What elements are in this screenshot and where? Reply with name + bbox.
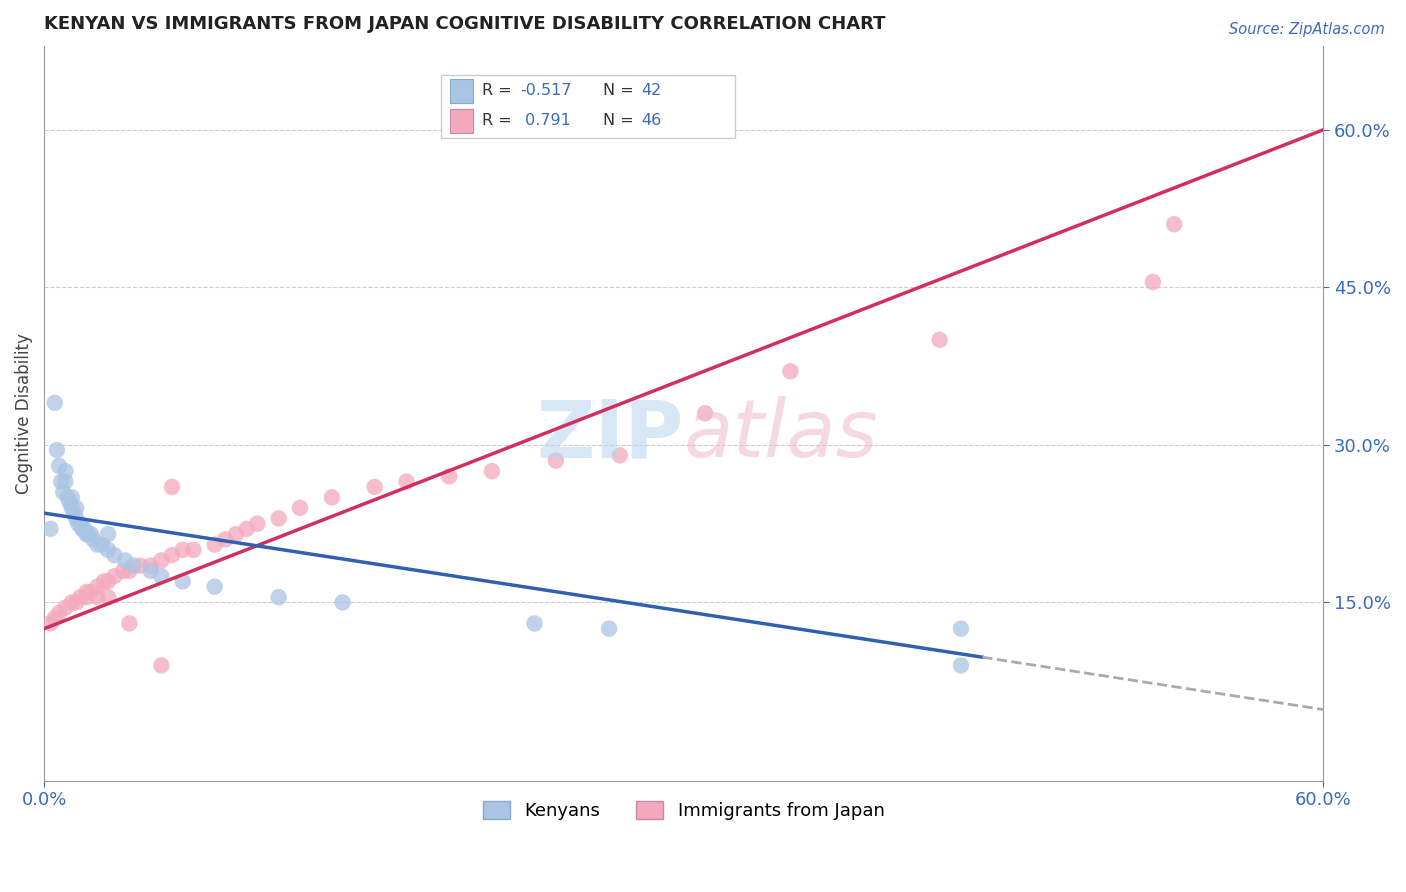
Point xyxy=(97,574,120,589)
Point xyxy=(544,453,567,467)
Point xyxy=(55,600,77,615)
Point xyxy=(44,611,66,625)
Y-axis label: Cognitive Disability: Cognitive Disability xyxy=(15,333,32,494)
Point xyxy=(65,595,87,609)
Point xyxy=(928,333,950,347)
Point xyxy=(395,475,418,489)
Point xyxy=(246,516,269,531)
Point xyxy=(598,622,620,636)
Point xyxy=(72,522,94,536)
Point xyxy=(609,448,631,462)
Point xyxy=(1163,217,1185,231)
Point xyxy=(76,585,98,599)
Point xyxy=(55,464,77,478)
Point xyxy=(267,590,290,604)
Point xyxy=(139,564,162,578)
Point xyxy=(56,491,79,505)
Point xyxy=(90,538,112,552)
Point xyxy=(204,538,226,552)
Point xyxy=(439,469,461,483)
Point xyxy=(69,516,91,531)
Point xyxy=(60,595,83,609)
Point xyxy=(44,396,66,410)
Text: atlas: atlas xyxy=(683,396,879,475)
Point xyxy=(51,475,73,489)
Point xyxy=(69,590,91,604)
Point xyxy=(97,527,120,541)
Legend: Kenyans, Immigrants from Japan: Kenyans, Immigrants from Japan xyxy=(475,793,891,827)
Point xyxy=(72,522,94,536)
Point xyxy=(332,595,354,609)
Point xyxy=(93,574,115,589)
Point xyxy=(39,616,62,631)
Point xyxy=(97,590,120,604)
Point xyxy=(160,548,183,562)
Point xyxy=(59,495,82,509)
Point xyxy=(523,616,546,631)
Point xyxy=(76,590,98,604)
Point xyxy=(150,553,173,567)
Point xyxy=(55,475,77,489)
Text: Source: ZipAtlas.com: Source: ZipAtlas.com xyxy=(1229,22,1385,37)
Point xyxy=(65,500,87,515)
Point xyxy=(52,485,75,500)
Point xyxy=(1142,275,1164,289)
Point xyxy=(60,500,83,515)
Point xyxy=(129,558,152,573)
Point xyxy=(73,522,96,536)
Point xyxy=(80,527,103,541)
Point xyxy=(267,511,290,525)
Point xyxy=(225,527,247,541)
Point xyxy=(86,590,108,604)
Point xyxy=(67,516,90,531)
Point xyxy=(45,443,67,458)
Point xyxy=(76,527,98,541)
Point xyxy=(139,558,162,573)
Point xyxy=(103,548,125,562)
Point xyxy=(65,511,87,525)
Point xyxy=(363,480,385,494)
Point xyxy=(118,616,141,631)
Point xyxy=(86,538,108,552)
Point xyxy=(48,606,70,620)
Point xyxy=(481,464,503,478)
Point xyxy=(60,491,83,505)
Point xyxy=(160,480,183,494)
Point xyxy=(97,542,120,557)
Point xyxy=(183,542,205,557)
Point xyxy=(172,542,194,557)
Point xyxy=(80,585,103,599)
Point xyxy=(150,569,173,583)
Point xyxy=(114,553,136,567)
Point xyxy=(288,500,311,515)
Point xyxy=(39,522,62,536)
Point xyxy=(48,458,70,473)
Point xyxy=(76,527,98,541)
Point xyxy=(111,564,134,578)
Point xyxy=(235,522,257,536)
Point xyxy=(77,527,100,541)
Point xyxy=(779,364,801,378)
Point xyxy=(172,574,194,589)
Point xyxy=(118,564,141,578)
Point xyxy=(693,406,716,420)
Point xyxy=(103,569,125,583)
Point xyxy=(82,533,104,547)
Point xyxy=(63,506,86,520)
Text: KENYAN VS IMMIGRANTS FROM JAPAN COGNITIVE DISABILITY CORRELATION CHART: KENYAN VS IMMIGRANTS FROM JAPAN COGNITIV… xyxy=(44,15,886,33)
Text: ZIP: ZIP xyxy=(537,396,683,475)
Point xyxy=(949,658,972,673)
Point xyxy=(204,580,226,594)
Point xyxy=(122,558,145,573)
Point xyxy=(321,491,343,505)
Point xyxy=(214,533,236,547)
Point xyxy=(949,622,972,636)
Point xyxy=(150,658,173,673)
Point xyxy=(86,580,108,594)
